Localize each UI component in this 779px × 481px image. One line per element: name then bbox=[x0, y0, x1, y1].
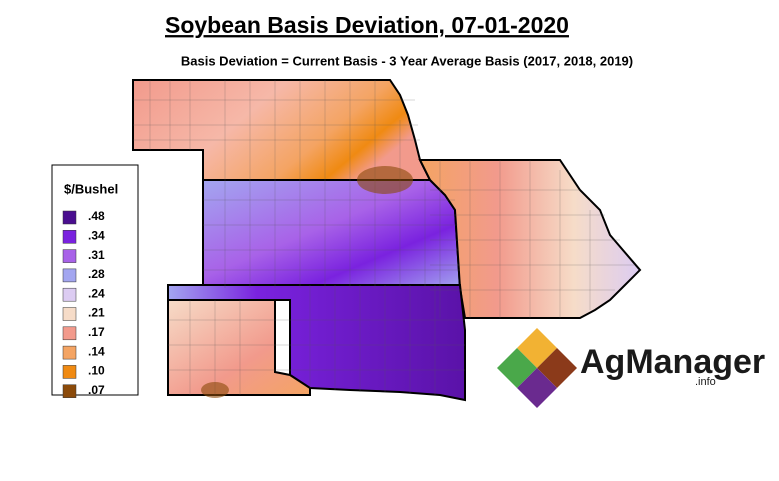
legend-label: .17 bbox=[88, 325, 105, 339]
legend-swatch bbox=[62, 210, 77, 225]
logo-suffix: .info bbox=[695, 376, 716, 388]
legend-label: .21 bbox=[88, 306, 105, 320]
legend-swatch bbox=[62, 326, 77, 341]
legend-items: .48 .34 .31 .28 .24 .21 .17 .14 .10 .07 bbox=[62, 209, 105, 398]
texas-panhandle bbox=[167, 299, 311, 396]
legend-swatch bbox=[62, 230, 77, 244]
legend-label: .14 bbox=[88, 344, 105, 358]
legend-swatch bbox=[62, 268, 77, 283]
legend-label: .48 bbox=[88, 209, 105, 223]
legend-swatch bbox=[62, 384, 77, 398]
legend-title: $/Bushel bbox=[64, 181, 118, 196]
legend-swatch bbox=[62, 345, 77, 360]
low-spot bbox=[357, 166, 413, 194]
legend-label: .34 bbox=[88, 228, 105, 242]
logo: AgManager .info bbox=[497, 328, 765, 408]
low-spot bbox=[201, 382, 229, 398]
legend-label: .31 bbox=[88, 248, 105, 262]
nebraska bbox=[132, 79, 432, 181]
kansas bbox=[202, 179, 462, 289]
legend-label: .07 bbox=[88, 383, 105, 397]
legend-label: .10 bbox=[88, 364, 105, 378]
legend-label: .28 bbox=[88, 267, 105, 281]
legend-swatch bbox=[62, 249, 77, 263]
legend-swatch bbox=[62, 287, 77, 302]
legend-label: .24 bbox=[88, 286, 105, 300]
logo-name: AgManager bbox=[580, 343, 765, 381]
title: Soybean Basis Deviation, 07-01-2020 bbox=[165, 12, 569, 38]
subtitle: Basis Deviation = Current Basis - 3 Year… bbox=[181, 53, 633, 68]
legend-swatch bbox=[62, 365, 77, 379]
legend-swatch bbox=[62, 307, 77, 321]
